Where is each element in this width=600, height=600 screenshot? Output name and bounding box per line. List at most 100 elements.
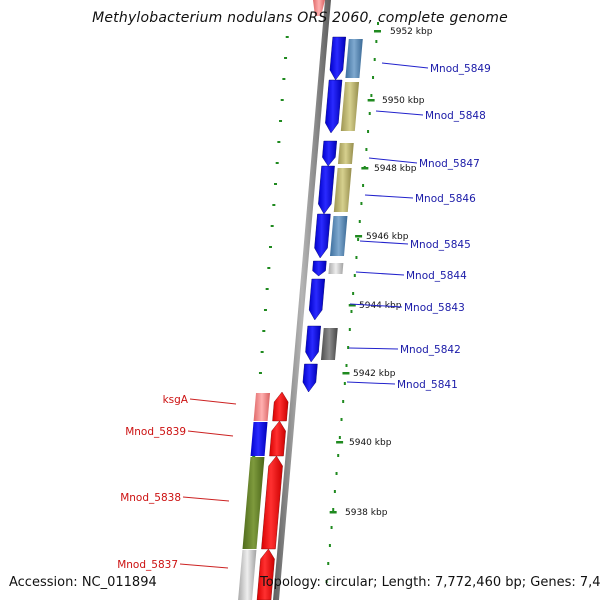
forward-gene-arrow bbox=[329, 36, 347, 81]
kbp-tick-label: 5950 kbp bbox=[382, 96, 425, 106]
genome-summary-text: Topology: circular; Length: 7,772,460 bp… bbox=[260, 575, 600, 590]
forward-gene-arrow bbox=[302, 363, 318, 393]
tick-dot bbox=[368, 112, 371, 115]
partial-gene-block bbox=[313, 0, 325, 16]
tick-dot bbox=[340, 418, 343, 421]
forward-gene-label[interactable]: Mnod_5842 bbox=[400, 344, 461, 356]
tick-mark bbox=[336, 441, 344, 444]
forward-gene-label[interactable]: Mnod_5845 bbox=[410, 239, 471, 251]
forward-gene-label[interactable]: Mnod_5849 bbox=[430, 63, 491, 75]
tick-dot bbox=[282, 78, 286, 80]
kbp-tick-label: 5952 kbp bbox=[390, 27, 433, 37]
tick-dot bbox=[360, 202, 363, 205]
gene-label-leader bbox=[368, 157, 418, 164]
reverse-gene-label[interactable]: Mnod_5839 bbox=[125, 426, 186, 438]
tick-dot bbox=[348, 328, 351, 331]
forward-gene-label[interactable]: Mnod_5848 bbox=[425, 110, 486, 122]
reverse-gene-label[interactable]: ksgA bbox=[163, 394, 189, 406]
kbp-tick-label: 5938 kbp bbox=[345, 508, 388, 518]
tick-dot bbox=[338, 436, 341, 439]
reverse-gene-arrow bbox=[269, 420, 286, 457]
tick-dot bbox=[332, 508, 335, 511]
tick-dot bbox=[357, 238, 360, 241]
tick-dot bbox=[274, 183, 278, 185]
gene-function-block bbox=[333, 168, 352, 212]
gene-label-leader bbox=[187, 430, 234, 437]
tick-dot bbox=[327, 562, 330, 565]
forward-gene-arrow bbox=[318, 165, 335, 215]
kbp-tick-label: 5948 kbp bbox=[374, 164, 417, 174]
forward-gene-label[interactable]: Mnod_5843 bbox=[404, 302, 465, 314]
tick-dot bbox=[333, 490, 336, 493]
forward-gene-arrow bbox=[325, 79, 343, 134]
genome-title: Methylobacterium nodulans ORS 2060, comp… bbox=[92, 10, 508, 26]
tick-mark bbox=[342, 372, 350, 375]
tick-dot bbox=[370, 94, 373, 97]
forward-gene-label[interactable]: Mnod_5847 bbox=[419, 158, 480, 170]
genome-backbone bbox=[273, 0, 331, 600]
tick-dot bbox=[373, 58, 376, 61]
gene-label-leader bbox=[375, 110, 424, 116]
tick-dot bbox=[258, 372, 262, 374]
gene-label-leader bbox=[359, 240, 409, 245]
tick-mark bbox=[361, 167, 369, 170]
tick-mark bbox=[373, 30, 381, 33]
kbp-tick-label: 5942 kbp bbox=[353, 369, 396, 379]
tick-dot bbox=[265, 288, 269, 290]
tick-dot bbox=[352, 292, 355, 295]
reverse-gene-arrow bbox=[256, 548, 275, 600]
tick-dot bbox=[347, 346, 350, 349]
forward-gene-label[interactable]: Mnod_5841 bbox=[397, 379, 458, 391]
gene-label-leader bbox=[381, 62, 429, 69]
tick-dot bbox=[328, 544, 331, 547]
gene-function-block bbox=[328, 263, 344, 274]
gene-label-leader bbox=[349, 303, 403, 308]
reverse-gene-arrow bbox=[272, 391, 289, 422]
forward-gene-label[interactable]: Mnod_5846 bbox=[415, 193, 476, 205]
reverse-gene-label[interactable]: Mnod_5838 bbox=[120, 492, 181, 504]
tick-dot bbox=[280, 99, 284, 101]
gene-label-leader bbox=[364, 194, 414, 199]
tick-dot bbox=[345, 364, 348, 367]
tick-dot bbox=[353, 274, 356, 277]
tick-dot bbox=[262, 330, 266, 332]
gene-function-block bbox=[253, 393, 271, 421]
forward-gene-label[interactable]: Mnod_5844 bbox=[406, 270, 467, 282]
tick-dot bbox=[260, 351, 264, 353]
tick-mark bbox=[348, 304, 356, 307]
forward-gene-arrow bbox=[312, 260, 327, 277]
tick-mark bbox=[355, 235, 363, 238]
gene-function-block bbox=[337, 143, 354, 164]
tick-dot bbox=[284, 57, 288, 59]
reverse-gene-label[interactable]: Mnod_5837 bbox=[117, 559, 178, 571]
tick-dot bbox=[267, 267, 271, 269]
tick-dot bbox=[272, 204, 276, 206]
tick-dot bbox=[350, 310, 353, 313]
gene-function-block bbox=[345, 39, 363, 78]
gene-label-leader bbox=[348, 347, 399, 350]
accession-text: Accession: NC_011894 bbox=[9, 575, 157, 590]
forward-gene-arrow bbox=[314, 213, 331, 259]
gene-label-leader bbox=[346, 381, 396, 385]
tick-dot bbox=[375, 40, 378, 43]
gene-function-block bbox=[320, 328, 338, 360]
gene-labels: Mnod_5849 Mnod_5848 Mnod_5847 Mnod_5846 Mnod… bbox=[117, 62, 491, 571]
gene-label-leader bbox=[189, 398, 237, 405]
tick-dot bbox=[343, 382, 346, 385]
tick-dot bbox=[325, 580, 328, 583]
tick-dot bbox=[330, 526, 333, 529]
gene-function-block bbox=[242, 457, 265, 549]
tick-mark bbox=[329, 511, 337, 514]
tick-dot bbox=[355, 256, 358, 259]
tick-dot bbox=[377, 22, 380, 25]
forward-gene-arrow bbox=[322, 140, 337, 167]
gene-function-block bbox=[329, 216, 348, 256]
gene-label-leader bbox=[182, 496, 230, 502]
tick-dot bbox=[365, 148, 368, 151]
gene-blocks bbox=[238, 0, 363, 600]
tick-dot bbox=[362, 184, 365, 187]
forward-gene-arrow bbox=[308, 278, 326, 321]
tick-mark bbox=[367, 99, 375, 102]
